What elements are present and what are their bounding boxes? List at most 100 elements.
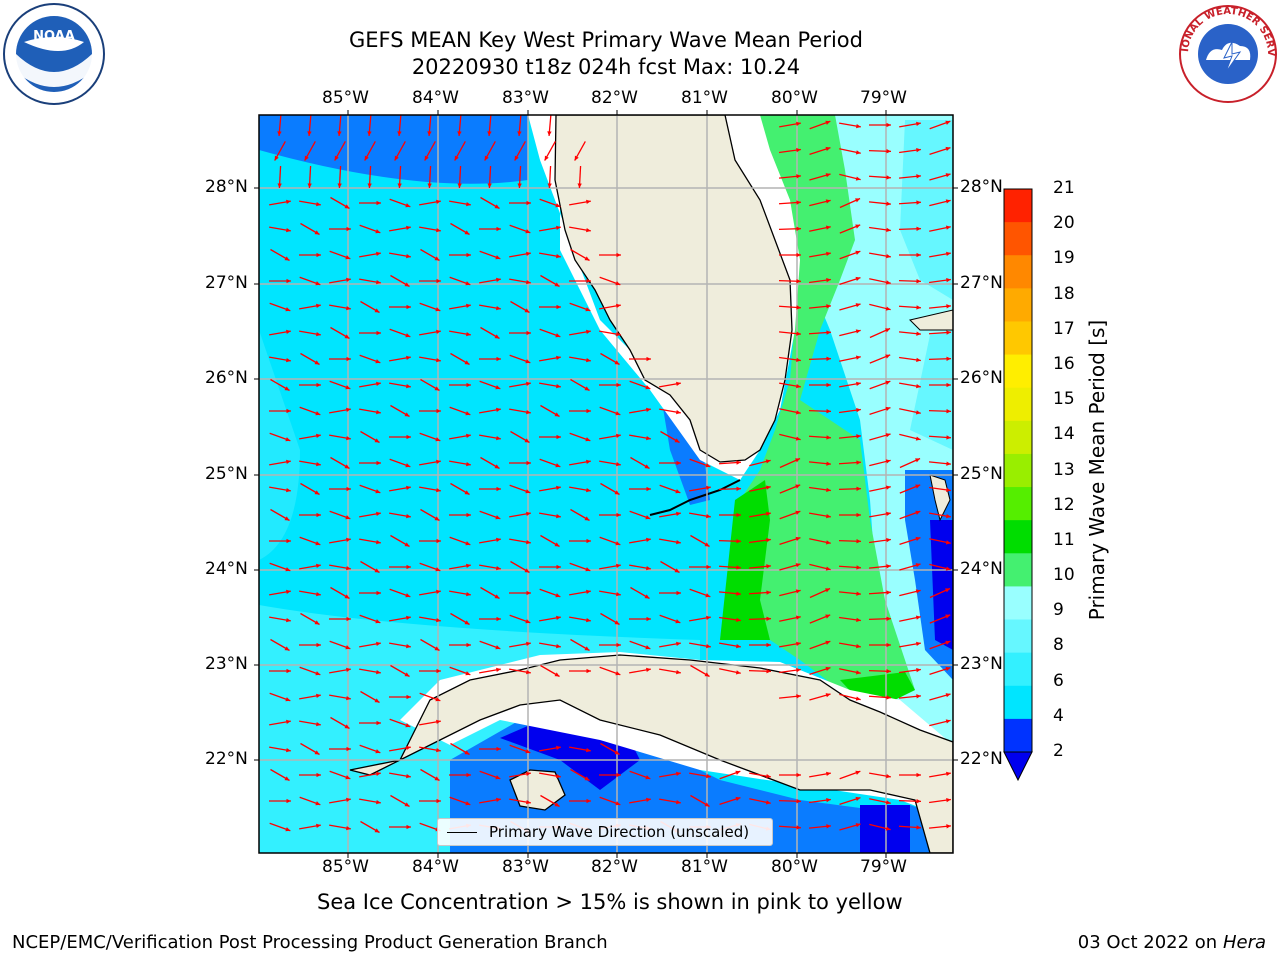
wave-arrow-head <box>334 155 339 161</box>
lat-label-right: 23°N <box>960 654 1003 674</box>
wave-arrow-head <box>826 435 831 440</box>
wave-arrow-head <box>277 183 282 188</box>
wave-arrow-head <box>706 564 711 570</box>
footer-date-text: 03 Oct 2022 on <box>1077 932 1223 953</box>
wave-arrow-head <box>826 409 831 414</box>
wave-arrow-head <box>795 484 801 489</box>
wave-arrow-head <box>496 277 501 283</box>
wave-arrow-head <box>286 719 291 725</box>
wave-arrow-head <box>586 798 591 804</box>
wave-arrow-head <box>825 640 831 645</box>
wave-arrow-head <box>524 438 530 443</box>
lon-label-bottom: 84°W <box>412 857 459 877</box>
wave-arrow-head <box>405 463 411 468</box>
wave-arrow-head <box>547 131 552 136</box>
wave-arrow-head <box>316 433 321 439</box>
wave-arrow-head <box>496 305 501 311</box>
wave-arrow-head <box>736 591 741 596</box>
wave-arrow-head <box>466 591 471 597</box>
wave-arrow-head <box>886 122 891 128</box>
wave-arrow-head <box>946 330 951 335</box>
wave-arrow-head <box>316 512 321 518</box>
wave-arrow-head <box>284 516 290 521</box>
wave-arrow-head <box>345 255 351 260</box>
wave-arrow-head <box>464 490 470 495</box>
wave-arrow-head <box>796 226 801 231</box>
wave-arrow-head <box>885 800 891 805</box>
wave-arrow-head <box>796 357 801 363</box>
wave-arrow-head <box>436 617 441 623</box>
wave-arrow-head <box>346 226 351 232</box>
wave-arrow-head <box>856 381 861 387</box>
wave-arrow-head <box>826 824 831 829</box>
wave-arrow-head <box>376 799 381 805</box>
wave-arrow-head <box>795 410 801 415</box>
map-legend: Primary Wave Direction (unscaled) <box>437 818 773 846</box>
colorbar-tick-label: 4 <box>1053 705 1064 726</box>
wave-arrow-head <box>514 155 519 161</box>
wave-arrow-head <box>496 407 501 413</box>
wave-arrow-head <box>826 382 831 388</box>
wave-arrow-head <box>766 616 771 621</box>
map-grid <box>259 115 953 853</box>
wave-arrow-head <box>856 460 861 465</box>
colorbar-tick-label: 21 <box>1053 178 1075 198</box>
colorbar-segment <box>1004 189 1032 223</box>
wave-arrow-head <box>615 411 621 416</box>
wave-arrow-head <box>706 513 711 519</box>
wave-arrow-head <box>586 589 591 595</box>
wave-arrow-head <box>886 201 891 206</box>
wave-arrow-head <box>286 278 291 284</box>
wave-arrow-head <box>796 799 801 804</box>
wave-arrow-head <box>855 770 861 775</box>
wave-arrow-head <box>616 433 621 439</box>
wave-arrow-head <box>374 438 380 443</box>
wave-arrow-head <box>946 771 951 777</box>
wave-arrow-head <box>915 436 921 441</box>
wave-arrow-head <box>885 328 891 333</box>
wave-arrow-head <box>795 536 801 542</box>
wave-arrow-head <box>286 798 291 804</box>
colorbar-segment <box>1004 387 1032 422</box>
wave-arrow-head <box>346 825 351 831</box>
wave-arrow-head <box>945 640 951 645</box>
wave-arrow-head <box>916 383 921 389</box>
wave-arrow-head <box>856 539 861 544</box>
wave-arrow-head <box>457 183 462 188</box>
wave-arrow-head <box>496 486 501 492</box>
wave-arrow-head <box>525 359 531 364</box>
wave-arrow-head <box>436 747 441 753</box>
wave-arrow-head <box>346 435 351 441</box>
wave-arrow-head <box>676 460 681 466</box>
wave-arrow-head <box>496 537 501 543</box>
colorbar-segment <box>1004 586 1032 621</box>
wave-arrow-head <box>885 306 891 311</box>
wave-arrow-head <box>886 695 891 700</box>
wave-arrow-head <box>314 360 320 365</box>
wave-arrow-head <box>585 437 591 442</box>
wave-arrow-head <box>496 797 501 803</box>
wave-arrow-head <box>284 256 290 261</box>
wave-arrow-head <box>346 797 351 803</box>
wave-arrow-head <box>316 772 321 778</box>
wave-arrow-head <box>346 407 351 413</box>
wave-arrow-head <box>706 615 711 621</box>
wave-arrow-head <box>286 408 291 414</box>
wave-arrow-head <box>466 461 471 467</box>
wave-arrow-head <box>315 411 321 416</box>
wave-arrow-head <box>796 772 801 778</box>
wave-arrow-head <box>826 356 831 361</box>
wave-arrow-head <box>676 641 681 647</box>
legend-label: Primary Wave Direction (unscaled) <box>489 823 750 841</box>
wave-arrow-head <box>615 801 621 806</box>
wave-arrow-head <box>286 487 291 493</box>
wave-arrow-head <box>344 594 350 599</box>
wave-arrow-head <box>556 485 561 491</box>
colorbar-segment <box>1004 520 1032 554</box>
wave-arrow-head <box>704 542 710 547</box>
wave-arrow-head <box>586 278 591 284</box>
wave-arrow-head <box>646 435 651 441</box>
wave-arrow-head <box>795 510 801 515</box>
wave-arrow-head <box>454 155 459 161</box>
wave-arrow-head <box>584 386 590 391</box>
